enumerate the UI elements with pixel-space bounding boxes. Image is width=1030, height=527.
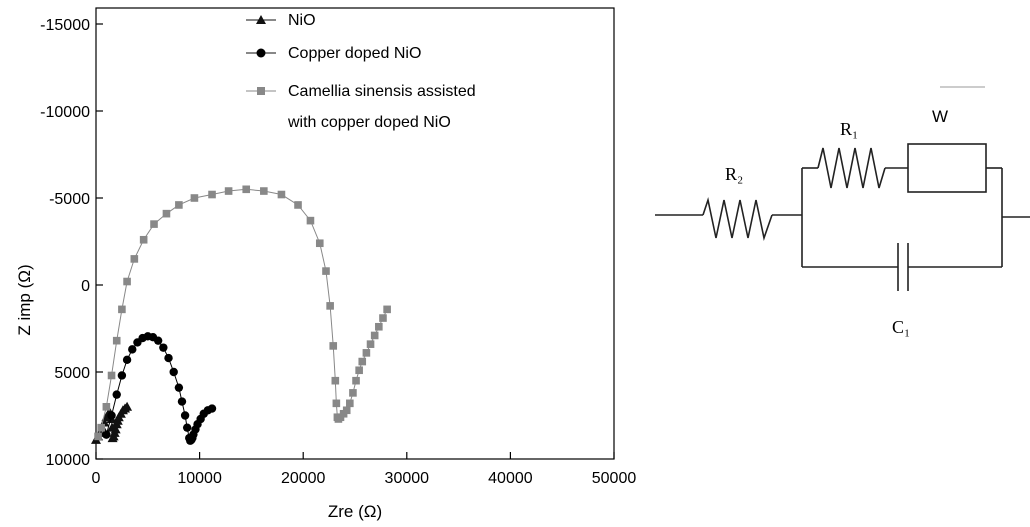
data-point [358, 357, 367, 366]
data-point [190, 194, 199, 202]
data-point [177, 397, 187, 406]
data-point [130, 255, 139, 263]
r2-resistor [702, 196, 773, 241]
data-point [102, 403, 111, 411]
legend-circle-marker [256, 48, 266, 58]
r2-label: R₂ [725, 164, 743, 184]
data-point [153, 336, 163, 345]
y-tick-label: 5000 [54, 365, 90, 382]
data-point [383, 305, 391, 314]
x-tick-label: 40000 [488, 470, 533, 487]
r1-resistor [817, 147, 886, 189]
data-point [329, 342, 338, 350]
series-layer [91, 185, 391, 445]
data-point [331, 376, 340, 385]
legend-entry-copper-doped: Copper doped NiO [246, 45, 421, 62]
data-point [207, 404, 217, 413]
y-tick-label: -10000 [40, 104, 90, 121]
data-point [112, 390, 121, 399]
data-point [122, 355, 132, 365]
data-point [366, 340, 375, 348]
data-point [349, 389, 357, 397]
x-axis-label: Zre (Ω) [328, 502, 382, 521]
legend-square-marker [257, 87, 265, 95]
legend-label-camellia: Camellia sinensis assisted with copper d… [287, 83, 480, 131]
y-tick-label: 0 [81, 278, 90, 295]
x-tick-label: 30000 [385, 470, 430, 487]
data-point [175, 201, 183, 209]
data-point [242, 185, 251, 194]
data-point [315, 239, 324, 248]
data-point [110, 424, 121, 434]
data-point [94, 432, 102, 441]
data-point [107, 371, 116, 380]
equivalent-circuit [655, 143, 1030, 291]
y-tick-label: -5000 [49, 191, 90, 208]
data-point [180, 411, 190, 420]
series-1 [102, 332, 217, 445]
data-point [128, 345, 137, 354]
y-tick-label: -15000 [40, 17, 90, 34]
data-point [379, 314, 387, 322]
data-point [352, 376, 360, 385]
data-point [294, 201, 302, 209]
data-point [97, 423, 105, 432]
data-point [260, 187, 268, 195]
legend-label-nio: NiO [288, 12, 316, 29]
data-point [169, 367, 178, 377]
r1-label: R₁ [840, 119, 858, 139]
data-point [277, 190, 286, 199]
data-point [102, 430, 111, 439]
data-point [322, 267, 330, 275]
x-tick-label: 10000 [177, 470, 222, 487]
data-point [112, 336, 121, 345]
data-point [117, 371, 127, 380]
data-point [159, 343, 168, 352]
data-point [362, 349, 371, 357]
data-point [174, 383, 184, 392]
legend-triangle-marker [256, 15, 266, 24]
legend-entry-camellia: Camellia sinensis assisted with copper d… [246, 83, 480, 131]
data-point [150, 220, 158, 228]
data-point [107, 411, 116, 420]
data-point [162, 209, 171, 218]
data-point [326, 302, 334, 310]
data-point [208, 190, 216, 199]
data-point [164, 353, 173, 363]
data-point [123, 277, 131, 286]
warburg-element [907, 143, 987, 193]
series-2 [94, 185, 391, 441]
y-axis: -15000 -10000 -5000 0 5000 10000 [40, 17, 103, 469]
x-tick-label: 50000 [592, 470, 637, 487]
data-point [224, 187, 233, 195]
data-point [342, 406, 351, 415]
data-point [118, 305, 126, 314]
x-tick-label: 0 [92, 470, 101, 487]
data-point [122, 401, 133, 411]
legend-entry-nio: NiO [246, 12, 316, 29]
legend-label-copper-doped: Copper doped NiO [288, 45, 421, 62]
x-tick-label: 20000 [281, 470, 326, 487]
c1-label: C₁ [892, 317, 910, 337]
legend: NiO Copper doped NiO Camellia sinensis a… [246, 12, 480, 131]
data-point [375, 322, 383, 331]
data-point [346, 399, 354, 408]
x-axis: 0 10000 20000 30000 40000 50000 [92, 452, 637, 487]
data-point [332, 399, 341, 408]
data-point [182, 423, 192, 432]
data-point [355, 366, 363, 375]
y-tick-label: 10000 [46, 452, 91, 469]
y-axis-label: Z imp (Ω) [15, 264, 34, 335]
data-point [306, 216, 315, 225]
data-point [139, 235, 148, 244]
w-label: W [932, 107, 948, 126]
data-point [370, 331, 379, 340]
